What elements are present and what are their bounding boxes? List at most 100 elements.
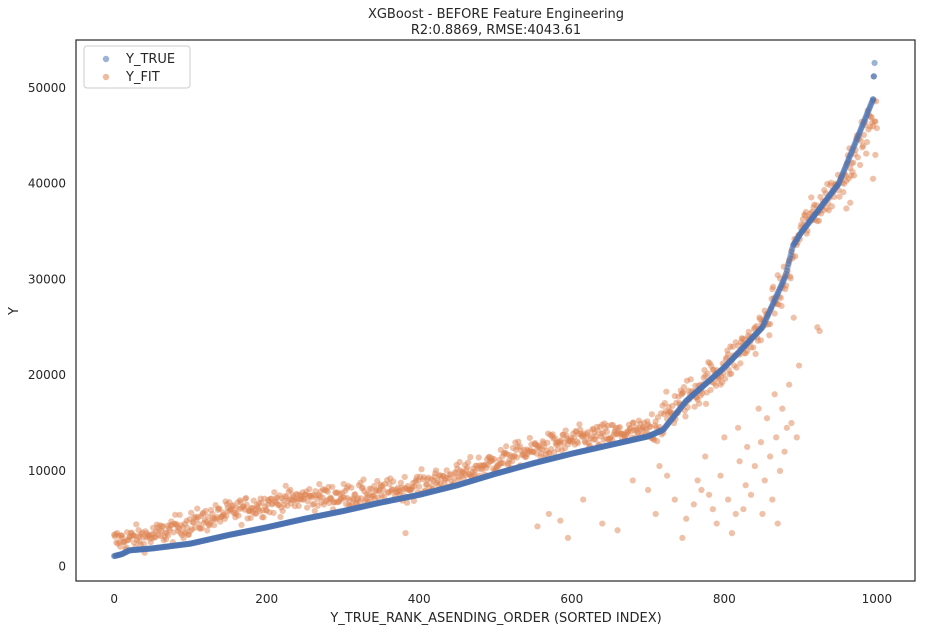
y-fit-point — [872, 151, 879, 159]
y-fit-point — [766, 332, 773, 339]
y-axis-ticks: 0 10000 20000 30000 40000 50000 — [28, 81, 66, 574]
y-tick-label: 40000 — [28, 177, 66, 191]
y-fit-point — [709, 506, 716, 513]
y-fit-point — [788, 419, 795, 427]
plot-frame — [75, 39, 916, 582]
y-fit-point — [191, 524, 199, 531]
y-fit-point — [854, 154, 861, 161]
y-fit-point — [180, 534, 187, 542]
y-fit-point — [698, 486, 705, 494]
y-fit-point — [204, 527, 211, 534]
y-fit-point — [652, 510, 659, 518]
y-fit-point — [503, 443, 510, 450]
y-fit-point — [663, 388, 670, 395]
y-fit-point — [687, 376, 694, 383]
y-fit-point — [580, 496, 587, 503]
y-fit-point — [725, 351, 732, 358]
y-fit-point — [397, 479, 405, 486]
y-fit-point — [418, 466, 425, 473]
y-fit-point — [680, 389, 687, 396]
y-fit-point — [411, 483, 418, 490]
y-fit-point — [725, 496, 732, 503]
y-fit-point — [216, 505, 223, 512]
y-fit-point — [490, 456, 498, 463]
y-tick-label: 50000 — [28, 81, 66, 95]
y-fit-point — [401, 473, 408, 481]
y-fit-point — [513, 454, 520, 461]
y-fit-point — [763, 415, 771, 422]
y-fit-point — [742, 482, 749, 489]
y-fit-point — [795, 362, 803, 369]
y-fit-point — [661, 399, 668, 407]
y-fit-point — [210, 522, 218, 529]
y-fit-point — [271, 489, 278, 496]
y-fit-point — [705, 491, 713, 498]
y-fit-point — [771, 310, 778, 317]
legend-label-y-true: Y_TRUE — [125, 52, 175, 67]
legend-marker-y-fit — [102, 73, 110, 81]
y-fit-point — [544, 439, 551, 446]
y-fit-point — [534, 523, 541, 530]
y-fit-point — [574, 440, 581, 447]
y-fit-point — [295, 502, 302, 510]
legend-box — [83, 45, 191, 89]
y-fit-point — [815, 217, 822, 224]
y-fit-point — [755, 405, 762, 412]
y-fit-point — [696, 400, 703, 407]
y-fit-point — [776, 467, 784, 474]
y-fit-point — [707, 386, 714, 394]
y-fit-point — [140, 540, 147, 547]
y-tick-label: 10000 — [28, 464, 66, 478]
y-fit-point — [654, 438, 661, 445]
y-fit-point — [410, 497, 417, 505]
y-fit-point — [664, 472, 671, 479]
y-fit-point — [869, 175, 877, 182]
y-fit-point — [260, 514, 267, 521]
y-fit-point — [176, 511, 183, 518]
y-fit-point — [324, 488, 331, 495]
y-fit-point — [306, 485, 313, 493]
y-fit-point — [783, 424, 790, 431]
y-fit-point — [872, 118, 879, 125]
y-fit-point — [682, 413, 689, 420]
y-fit-point — [648, 411, 655, 418]
y-fit-point — [840, 189, 847, 196]
y-fit-point — [576, 421, 583, 428]
y-fit-point — [416, 483, 423, 490]
y-fit-point — [247, 514, 254, 522]
y-fit-point — [304, 498, 311, 505]
y-fit-point — [584, 428, 591, 436]
y-fit-point — [752, 350, 759, 358]
y-fit-point — [721, 375, 729, 382]
y-fit-point — [562, 427, 569, 434]
y-fit-point — [702, 400, 710, 407]
y-fit-point — [311, 507, 318, 515]
y-fit-point — [863, 138, 871, 146]
y-fit-point — [165, 532, 172, 539]
y-fit-point — [850, 159, 857, 166]
x-tick-label: 400 — [408, 592, 431, 606]
y-fit-point — [790, 314, 797, 321]
y-fit-point — [188, 509, 195, 516]
y-fit-point — [630, 419, 637, 426]
x-tick-label: 1000 — [862, 592, 893, 606]
y-fit-point — [282, 482, 289, 489]
y-fit-point — [304, 504, 311, 511]
x-axis-ticks: 0 200 400 600 800 1000 — [110, 592, 892, 606]
y-fit-point — [432, 467, 440, 474]
y-fit-point — [545, 510, 552, 518]
y-fit-point — [702, 453, 709, 460]
y-fit-point — [475, 454, 482, 461]
y-fit-point — [593, 433, 600, 440]
y-fit-point — [329, 483, 336, 491]
y-fit-point — [679, 534, 686, 542]
y-fit-point — [204, 513, 212, 520]
y-fit-point — [860, 142, 867, 149]
y-fit-point — [656, 462, 663, 470]
x-tick-label: 0 — [110, 592, 118, 606]
y-fit-point — [223, 512, 230, 519]
y-fit-point — [787, 275, 794, 282]
y-fit-point — [464, 459, 472, 466]
y-fit-point — [736, 458, 743, 465]
